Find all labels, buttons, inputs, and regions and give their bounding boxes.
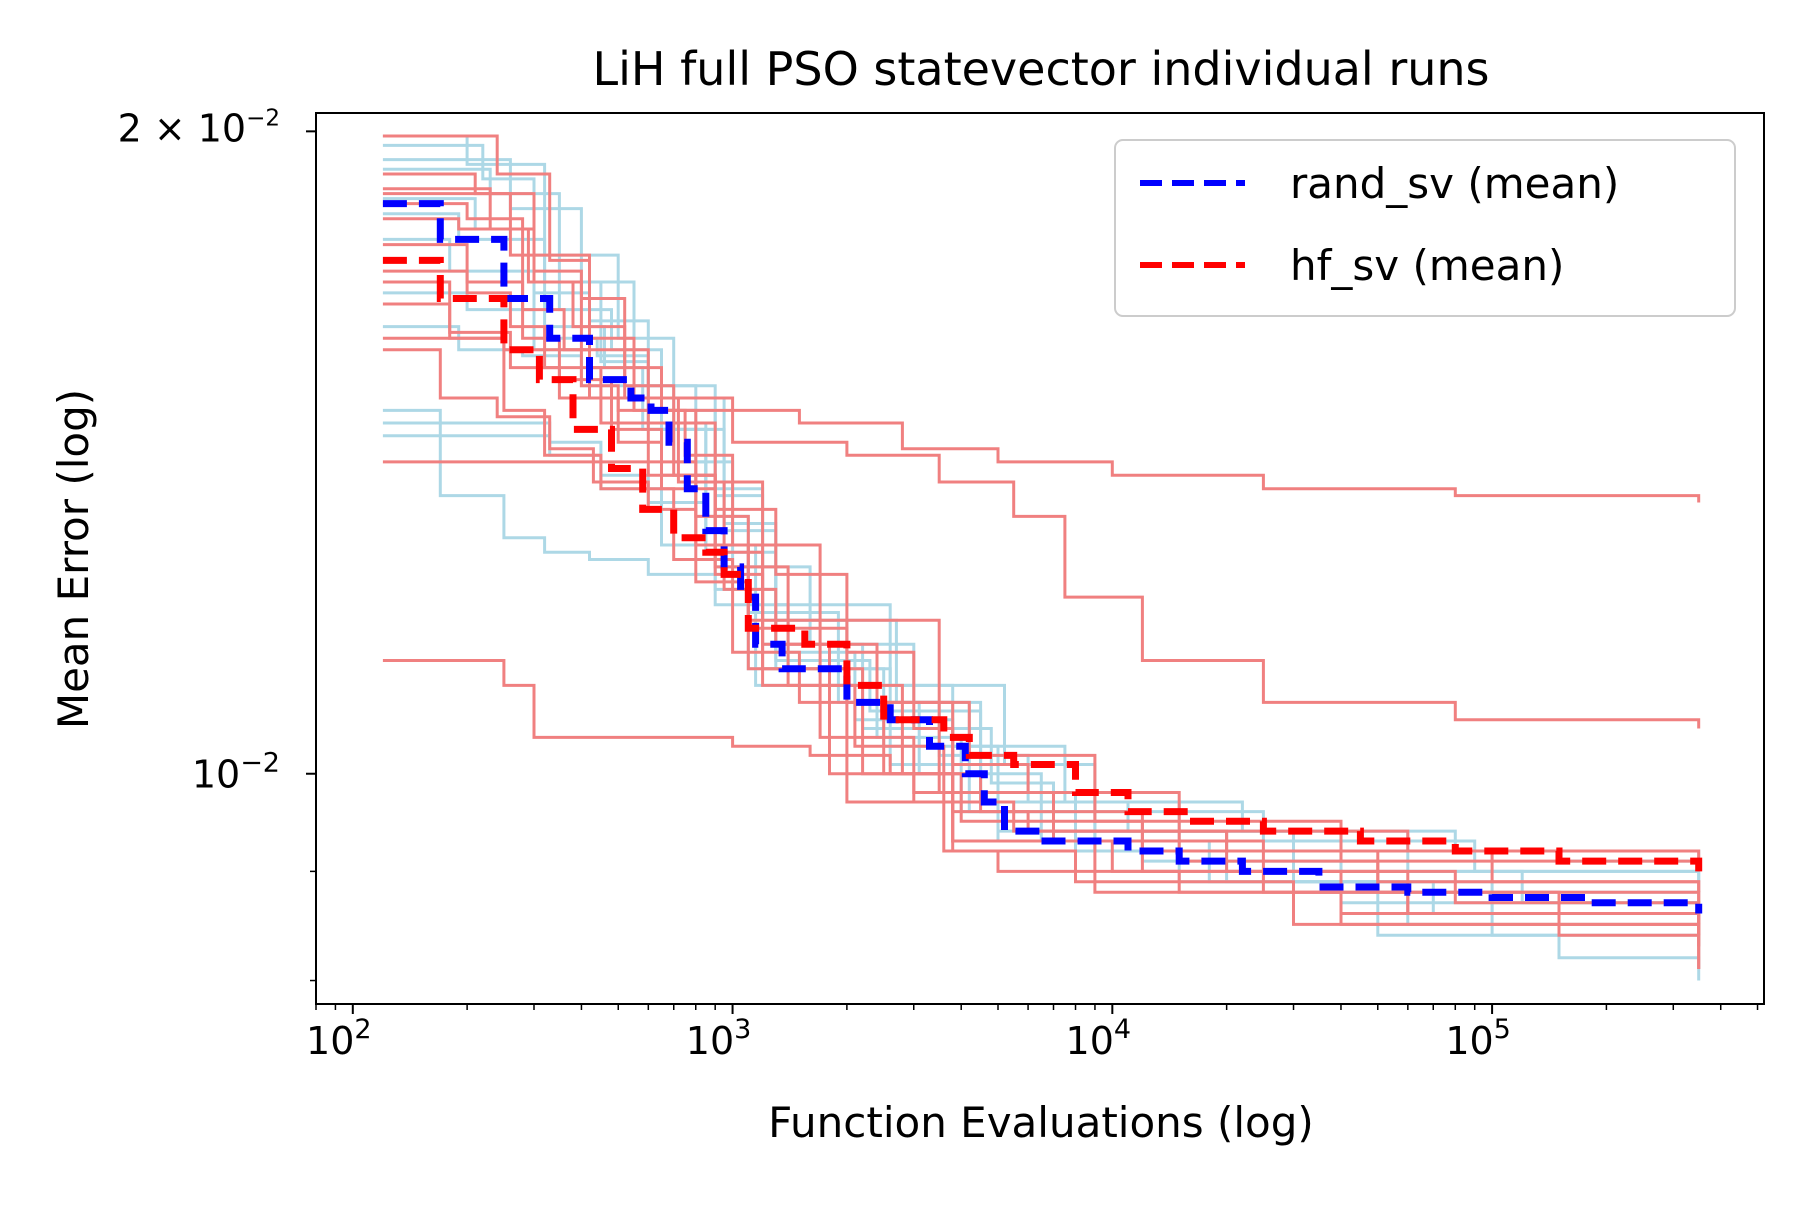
series-layer bbox=[382, 134, 1703, 981]
y-axis-label: Mean Error (log) bbox=[49, 389, 98, 729]
legend-label-rand-sv: rand_sv (mean) bbox=[1290, 159, 1619, 208]
x-tick-label-3: 105 bbox=[1445, 1014, 1511, 1063]
tick-layer: 102 103 104 105 2 × 10−2 10−2 bbox=[118, 105, 1759, 1063]
hf-sv-run-line-12 bbox=[382, 659, 1701, 925]
hf-sv-mean-line bbox=[382, 256, 1703, 872]
rand-sv-mean-line bbox=[382, 200, 1703, 914]
chart-title: LiH full PSO statevector individual runs bbox=[592, 42, 1489, 96]
legend-label-hf-sv: hf_sv (mean) bbox=[1290, 241, 1564, 290]
y-tick-label-0: 2 × 10−2 bbox=[118, 105, 280, 150]
x-tick-label-2: 104 bbox=[1066, 1014, 1132, 1063]
x-tick-label-0: 102 bbox=[306, 1014, 372, 1063]
hf-sv-run-line-8 bbox=[382, 302, 1701, 969]
legend-box bbox=[1114, 139, 1736, 317]
plot-frame bbox=[315, 112, 1765, 1005]
x-tick-label-1: 103 bbox=[686, 1014, 752, 1063]
hf-sv-run-line-11 bbox=[382, 280, 1701, 947]
y-tick-label-1: 10−2 bbox=[192, 748, 280, 797]
legend: rand_sv (mean) hf_sv (mean) bbox=[1114, 139, 1736, 317]
x-axis-label: Function Evaluations (log) bbox=[768, 1098, 1314, 1147]
